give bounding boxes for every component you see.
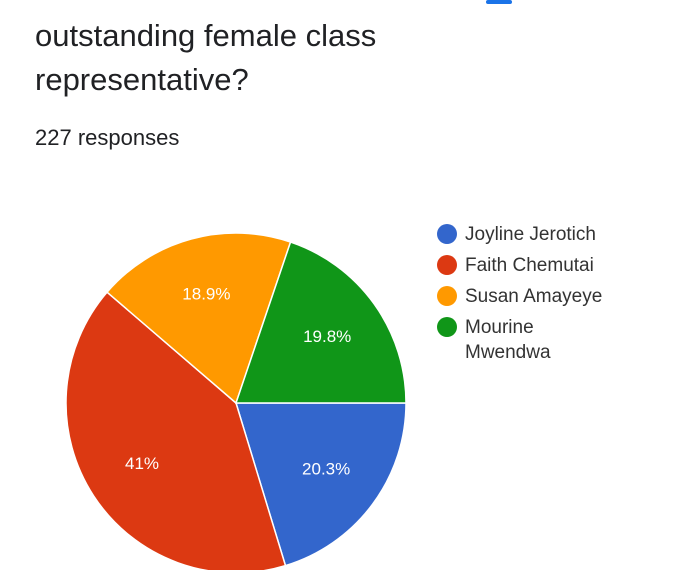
pie-slice xyxy=(65,291,287,570)
title: outstanding female class representative? xyxy=(35,18,377,97)
legend-label: Faith Chemutai xyxy=(465,255,594,276)
pie-slice xyxy=(234,241,407,404)
legend-item: Susan Amayeye xyxy=(437,284,615,309)
legend-swatch xyxy=(437,255,457,275)
legend-item: Faith Chemutai xyxy=(437,253,615,278)
pie-slice xyxy=(106,232,292,405)
legend-label: Mourine Mwendwa xyxy=(465,317,551,363)
legend-item: Mourine Mwendwa xyxy=(437,315,615,365)
legend-item: Joyline Jerotich xyxy=(437,222,615,247)
data-label: 18.9% xyxy=(182,284,230,303)
legend-swatch xyxy=(437,317,457,337)
legend-label: Susan Amayeye xyxy=(465,286,603,307)
legend-label: Joyline Jerotich xyxy=(465,224,596,245)
data-label: 20.3% xyxy=(302,459,350,478)
icon xyxy=(486,0,512,4)
data-label: 19.8% xyxy=(303,327,351,346)
legend: Joyline Jerotich Faith Chemutai Susan Amay… xyxy=(437,222,615,371)
legend-swatch xyxy=(437,286,457,306)
subtitle: 227 responses xyxy=(35,125,180,150)
data-label: 41% xyxy=(125,454,159,473)
pie-slice xyxy=(234,402,407,567)
legend-swatch xyxy=(437,224,457,244)
